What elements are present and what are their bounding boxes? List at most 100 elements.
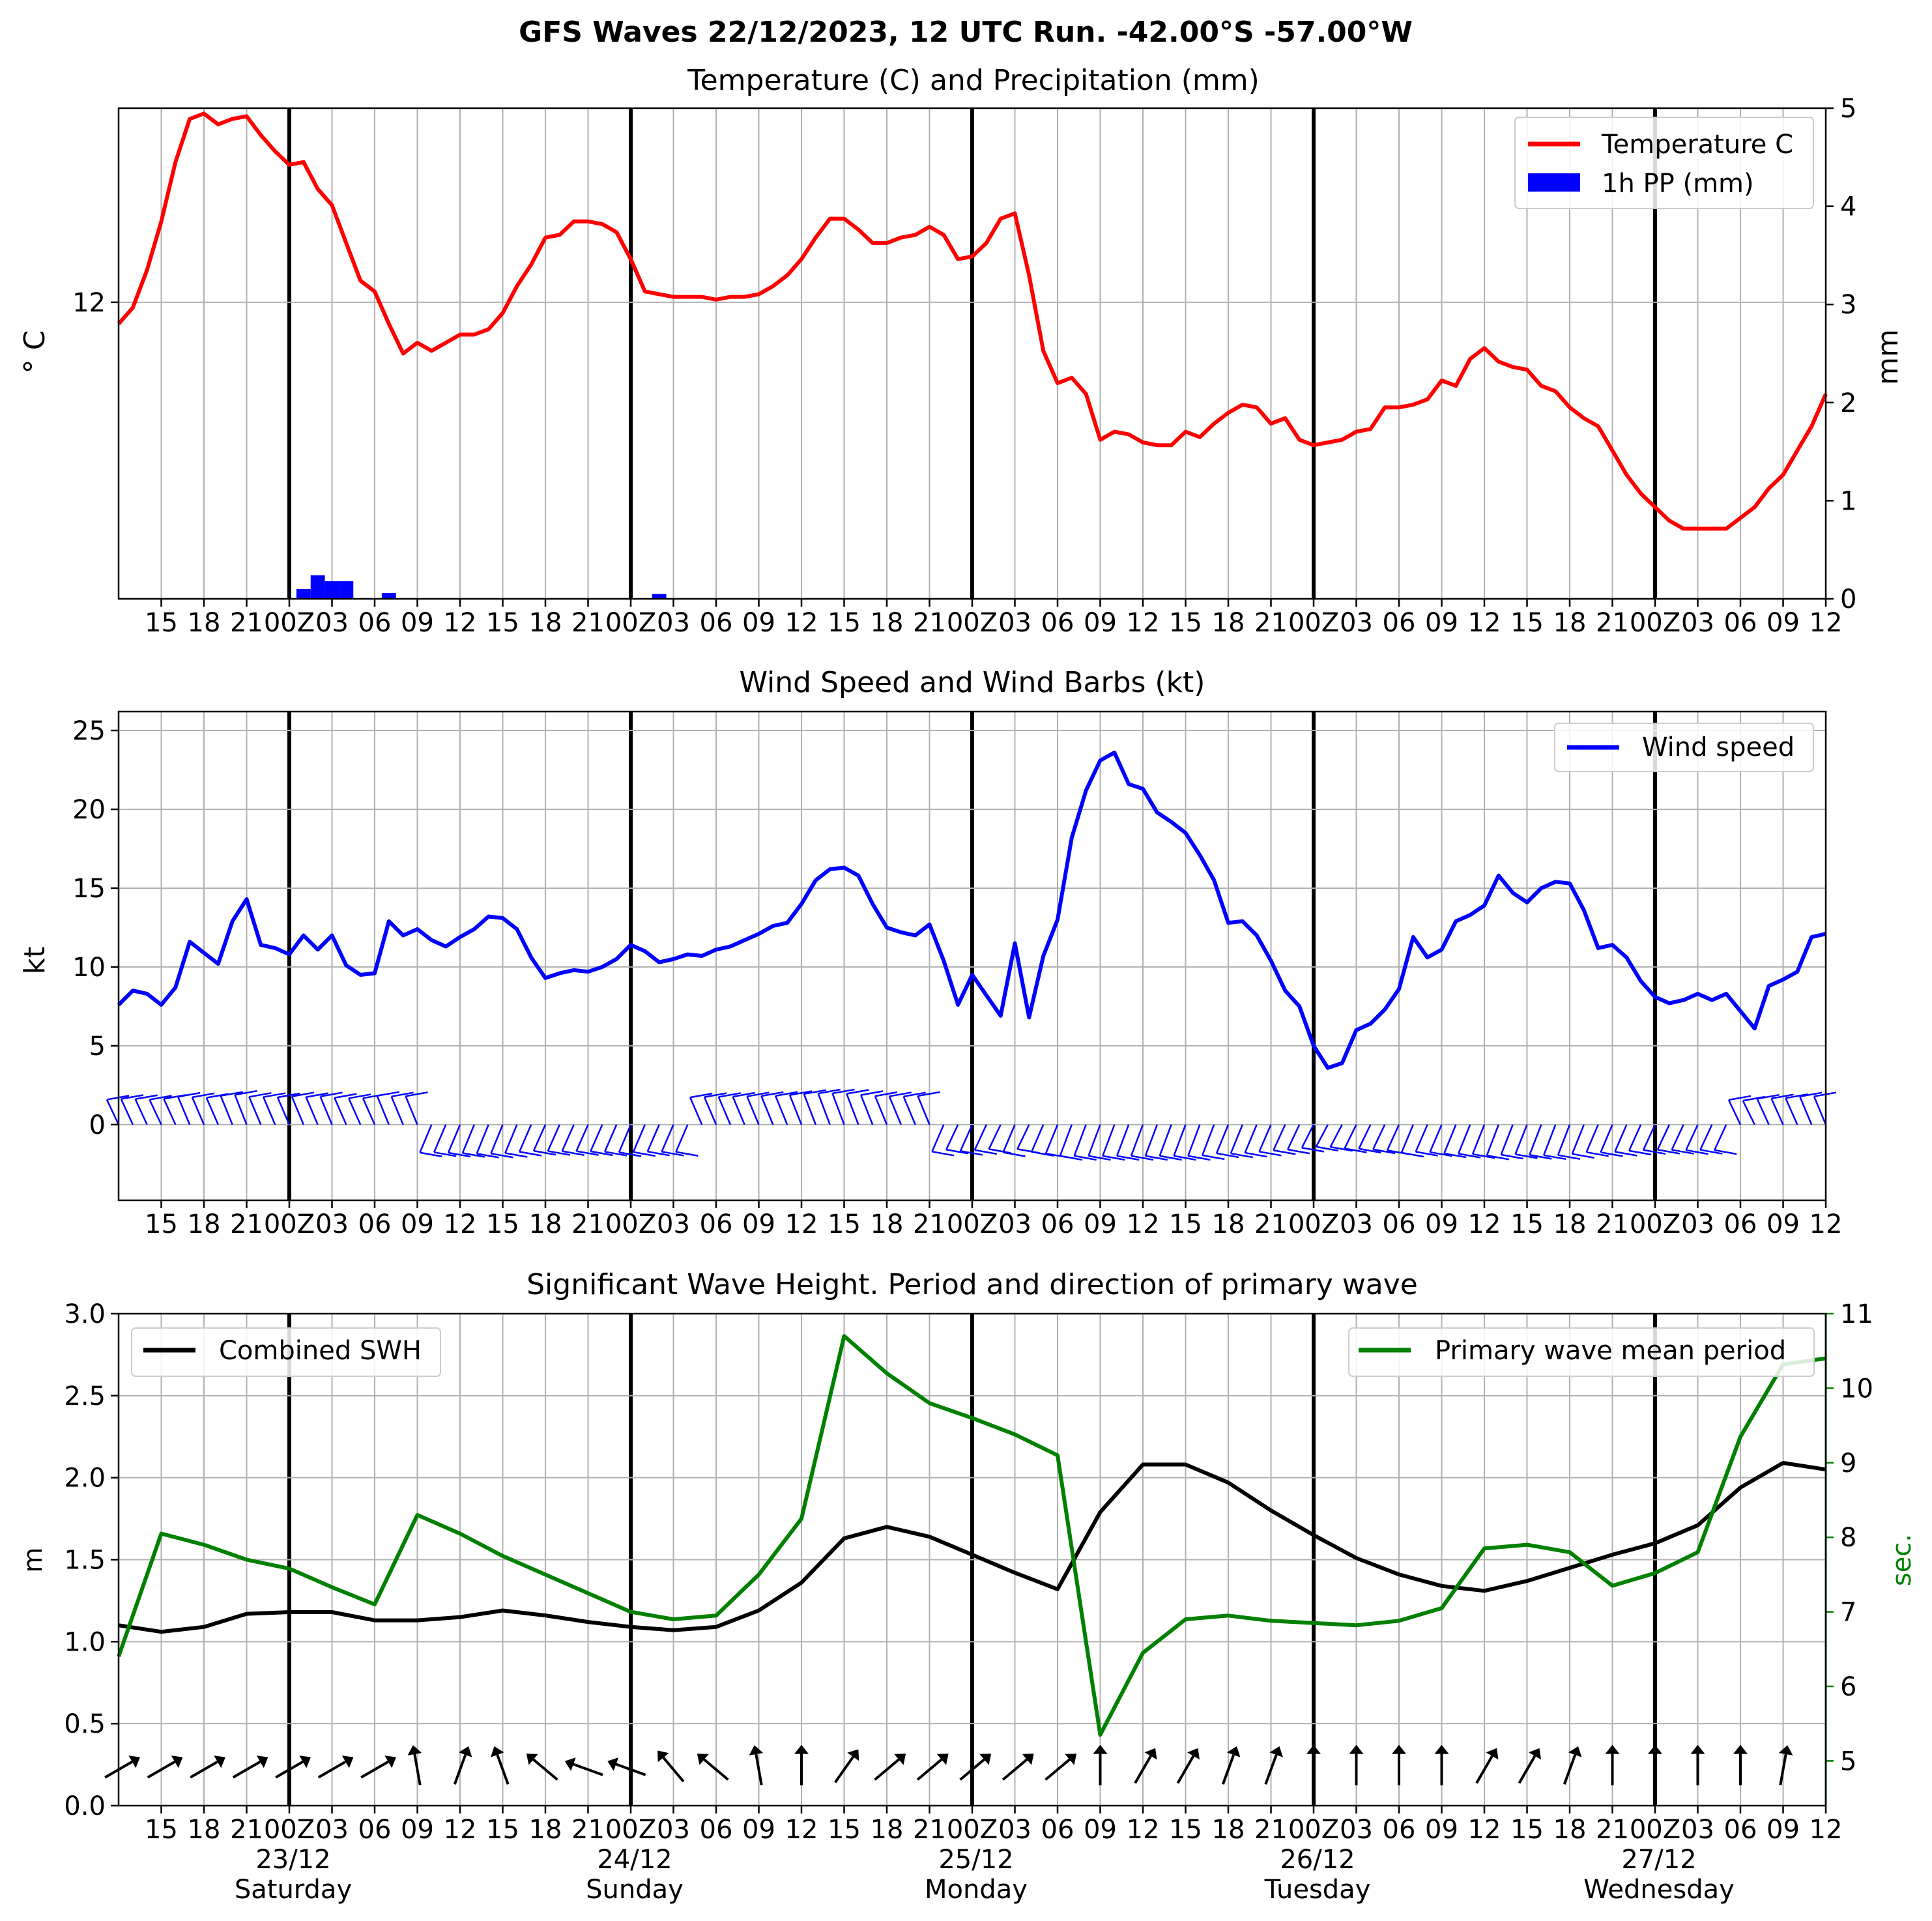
wave-direction-arrowhead xyxy=(1226,1746,1241,1757)
wind-barb-flag xyxy=(220,1091,243,1097)
wind-barb xyxy=(461,1124,475,1153)
wind-barb-flag xyxy=(1643,1149,1666,1155)
wind-barb xyxy=(291,1096,304,1125)
wind-barb-flag xyxy=(491,1153,513,1159)
wind-barb xyxy=(348,1097,362,1125)
wind-barb-flag xyxy=(1586,1151,1609,1157)
wave-direction-arrow xyxy=(147,1760,176,1779)
wind-barb-flag xyxy=(562,1150,584,1156)
wind-barb xyxy=(788,1095,803,1125)
wind-barb-flag xyxy=(832,1088,855,1095)
x-tick-label: 09 xyxy=(742,1209,775,1239)
wave-direction-arrowhead xyxy=(697,1754,709,1765)
x-tick-label: 00Z xyxy=(1288,608,1339,638)
x-tick-label: 21 xyxy=(1254,608,1288,638)
wind-barb xyxy=(376,1095,390,1125)
wave-direction-arrowhead xyxy=(1605,1744,1620,1754)
x-tick-label: 09 xyxy=(1084,608,1117,638)
x-tick-label: 09 xyxy=(401,1815,434,1845)
x-tick-label: 03 xyxy=(1681,1209,1714,1239)
y-tick-label: 5 xyxy=(89,1032,106,1062)
wind-barb-flag xyxy=(974,1149,998,1155)
panel-title: Temperature (C) and Precipitation (mm) xyxy=(687,64,1260,97)
wind-barb xyxy=(447,1124,461,1153)
wind-barb-flag xyxy=(1216,1152,1239,1159)
wind-barb xyxy=(590,1124,603,1152)
grid xyxy=(119,1313,1826,1806)
x-tick-label: 12 xyxy=(1468,1209,1501,1239)
legend-entry-temperature: Temperature C xyxy=(1601,130,1793,160)
wind-barb xyxy=(504,1124,518,1153)
wind-barb xyxy=(1372,1124,1386,1150)
y-tick-label: 20 xyxy=(72,795,106,825)
y-tick-labels: 12 xyxy=(72,288,119,318)
wind-barb-flag xyxy=(1572,1153,1595,1159)
wind-barb xyxy=(604,1124,618,1152)
wave-direction-arrowhead xyxy=(564,1757,576,1771)
wind-barb-flag xyxy=(348,1093,371,1099)
y-tick-labels: 0 5 10 15 20 25 xyxy=(72,716,119,1140)
wind-barb xyxy=(1614,1124,1628,1153)
wind-barb xyxy=(1102,1124,1116,1157)
y-tick-label: 1.0 xyxy=(64,1627,106,1657)
swh-line xyxy=(118,1461,1826,1634)
day-date-label: 25/12 xyxy=(938,1845,1013,1875)
x-tick-label: 06 xyxy=(1383,1815,1416,1845)
wind-barb xyxy=(163,1098,177,1125)
x-tick-label: 15 xyxy=(1510,608,1544,638)
wind-barb xyxy=(305,1097,319,1125)
x-tick-label: 03 xyxy=(998,1815,1031,1845)
wind-barb-flag xyxy=(1615,1151,1637,1157)
x-tick-label: 00Z xyxy=(1288,1815,1339,1845)
wind-barb xyxy=(1116,1124,1130,1157)
wind-barb xyxy=(248,1096,262,1125)
wind-barb-flag xyxy=(1515,1153,1538,1159)
wave-direction-arrowhead xyxy=(847,1749,859,1761)
wave-direction-arrowhead xyxy=(1093,1744,1108,1754)
wind-barb xyxy=(1073,1124,1087,1157)
wind-barb xyxy=(519,1124,532,1153)
precipitation-bar xyxy=(310,575,325,599)
y-tick-label-right: 5 xyxy=(1840,94,1856,124)
wind-barb xyxy=(205,1097,219,1125)
wind-barb xyxy=(1486,1124,1500,1156)
wave-direction-arrowhead xyxy=(407,1745,422,1755)
x-tick-label: 12 xyxy=(785,1815,818,1845)
wind-barb xyxy=(860,1095,874,1125)
day-date-label: 26/12 xyxy=(1280,1845,1355,1875)
wind-barb-flag xyxy=(1415,1151,1438,1157)
x-tick-label: 00Z xyxy=(264,608,315,638)
wind-barb-flag xyxy=(377,1091,400,1097)
wind-speed-line xyxy=(117,750,1826,1070)
wind-barb-flag xyxy=(1060,1155,1083,1161)
x-tick-label: 09 xyxy=(1766,1209,1800,1239)
x-tick-label: 06 xyxy=(700,608,733,638)
wave-direction-arrow xyxy=(1264,1754,1278,1785)
wind-barb-flag xyxy=(1088,1155,1111,1161)
wind-barb-flag xyxy=(633,1151,656,1157)
wind-barb-flag xyxy=(547,1150,571,1156)
x-tick-label: 03 xyxy=(1340,608,1373,638)
wind-barb xyxy=(276,1097,291,1125)
x-tick-label: 18 xyxy=(188,1815,221,1845)
wind-barb-flag xyxy=(1401,1151,1424,1158)
wind-barb-flag xyxy=(235,1090,257,1096)
x-tick-label: 12 xyxy=(785,608,818,638)
x-tick-label: 12 xyxy=(1809,1815,1843,1845)
x-tick-label: 09 xyxy=(1425,1209,1458,1239)
y-tick-label-right: 5 xyxy=(1840,1746,1856,1776)
wind-barb xyxy=(1727,1099,1742,1125)
wind-barb-flag xyxy=(192,1092,215,1099)
day-weekday-label: Saturday xyxy=(235,1875,352,1905)
wind-barb xyxy=(1628,1124,1642,1151)
wind-barb-flag xyxy=(149,1095,172,1101)
wind-barb xyxy=(775,1095,788,1125)
wind-barb-flag xyxy=(1486,1155,1510,1161)
legend: Wind speed xyxy=(1554,723,1814,772)
wind-barb-flag xyxy=(121,1094,144,1100)
x-tick-label: 15 xyxy=(145,1815,178,1845)
wind-barb-flag xyxy=(1344,1148,1367,1153)
x-tick-label: 00Z xyxy=(605,1209,656,1239)
x-tick-label: 00Z xyxy=(947,608,998,638)
